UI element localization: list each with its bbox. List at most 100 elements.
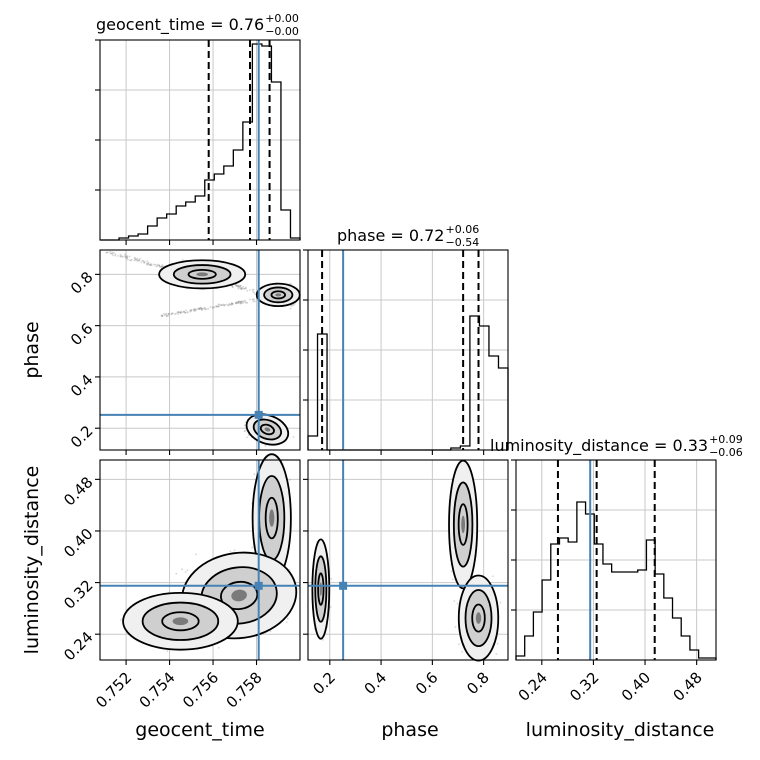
sample-point <box>243 300 245 303</box>
title-lower-error: −0.00 <box>265 25 299 38</box>
sample-point <box>238 286 240 288</box>
sample-point <box>112 254 114 257</box>
sample-point <box>148 263 151 266</box>
sample-point <box>113 252 115 254</box>
y-tick-label: 0.2 <box>67 422 97 452</box>
contour-inner <box>220 580 259 611</box>
y-tick-label: 0.32 <box>60 576 96 612</box>
sample-point <box>236 285 238 288</box>
sample-point <box>217 646 220 649</box>
sample-point <box>121 256 124 258</box>
sample-point <box>124 256 127 259</box>
sample-point <box>329 606 332 609</box>
sample-point <box>140 261 143 264</box>
sample-point <box>124 255 127 257</box>
contour-inner <box>457 503 469 546</box>
sample-point <box>240 287 242 290</box>
sample-point <box>228 303 231 306</box>
sample-point <box>330 577 333 580</box>
sample-point <box>242 285 245 288</box>
sample-point <box>176 311 179 314</box>
sample-point <box>139 257 141 260</box>
sample-point <box>161 314 163 317</box>
sample-point <box>180 310 182 313</box>
sample-point <box>254 300 256 303</box>
sample-point <box>183 310 185 313</box>
sample-point <box>184 311 187 314</box>
sample-point <box>289 478 291 481</box>
sample-point <box>252 288 255 291</box>
sample-point <box>195 308 198 311</box>
sample-point <box>212 307 215 309</box>
sample-point <box>236 302 239 305</box>
sample-point <box>243 430 246 433</box>
sample-point <box>117 254 120 257</box>
sample-point <box>159 266 162 269</box>
panel-frame <box>99 249 301 451</box>
sample-point <box>237 301 240 304</box>
sample-point <box>292 303 295 306</box>
sample-point <box>142 260 145 262</box>
sample-point <box>221 303 224 306</box>
sample-point <box>253 291 256 294</box>
sample-point <box>246 301 249 304</box>
sample-point <box>201 308 203 311</box>
sample-point <box>291 304 294 307</box>
sample-point <box>136 260 139 262</box>
sample-point <box>198 308 201 311</box>
x-tick-label: 0.48 <box>669 668 705 704</box>
sample-point <box>184 312 187 314</box>
sample-point <box>198 307 201 310</box>
sample-point <box>248 289 251 291</box>
sample-point <box>160 314 163 317</box>
sample-point <box>244 299 246 302</box>
sample-point <box>106 251 108 254</box>
sample-point <box>289 307 292 310</box>
sample-point <box>137 259 140 262</box>
sample-point <box>234 301 237 304</box>
sample-point <box>164 313 167 316</box>
sample-point <box>158 264 161 267</box>
sample-point <box>189 309 192 312</box>
contour-core <box>196 272 209 277</box>
sample-point <box>179 312 182 314</box>
contour-inner <box>187 268 217 280</box>
sample-point <box>231 303 234 305</box>
sample-point <box>143 261 146 264</box>
contour-middle <box>141 601 220 641</box>
sample-point <box>174 313 176 316</box>
sample-point <box>264 445 267 447</box>
sample-point <box>190 309 193 311</box>
sample-point <box>179 311 182 314</box>
truth-marker <box>339 581 348 590</box>
sample-point <box>155 265 158 268</box>
truth-lines <box>100 40 592 660</box>
sample-point <box>194 309 197 312</box>
title-upper-error: +0.06 <box>445 223 479 236</box>
sample-point <box>179 311 182 314</box>
sample-point <box>119 618 122 621</box>
sample-point <box>461 651 463 653</box>
sample-point <box>252 300 255 303</box>
title-upper-error: +0.09 <box>709 433 743 446</box>
sample-point <box>252 290 254 293</box>
sample-point <box>161 314 164 317</box>
sample-point <box>241 287 244 290</box>
sample-point <box>167 312 170 315</box>
sample-point <box>171 312 174 315</box>
sample-point <box>216 305 219 308</box>
sample-point <box>240 287 243 290</box>
sample-point <box>458 643 460 646</box>
sample-point <box>215 305 218 307</box>
sample-point <box>247 434 250 437</box>
truth-marker <box>254 581 263 590</box>
sample-point <box>181 258 184 261</box>
contour-inner <box>270 290 287 300</box>
sample-point <box>297 587 300 590</box>
contour-middle <box>252 418 282 441</box>
sample-point <box>239 287 242 289</box>
x-tick-label: 0.8 <box>463 668 493 698</box>
sample-point <box>235 302 237 304</box>
sample-point <box>150 264 153 267</box>
